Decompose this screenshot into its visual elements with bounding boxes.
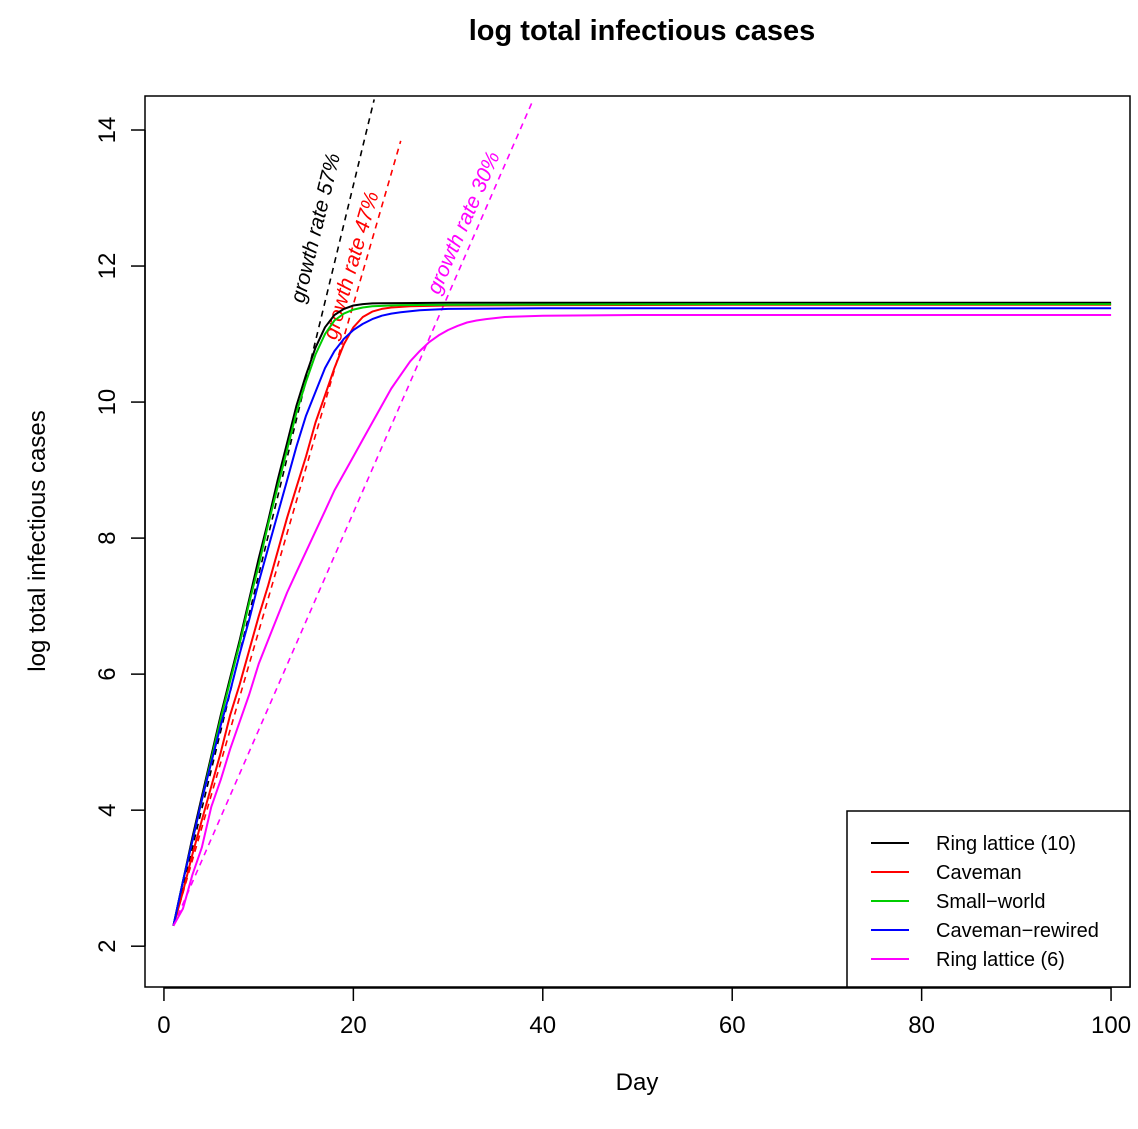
reference-line: [172, 140, 402, 927]
series-lines: [172, 301, 1112, 927]
x-tick-label: 0: [157, 1012, 170, 1039]
y-tick-label: 8: [94, 531, 121, 544]
y-tick-label: 2: [94, 940, 121, 953]
x-axis: 0 20 40 60 80 100: [157, 987, 1131, 1039]
y-tick-label: 4: [94, 803, 121, 816]
reference-line: [172, 99, 375, 926]
series-line: [172, 314, 1112, 927]
legend-label: Caveman−rewired: [936, 920, 1099, 942]
x-tick-label: 80: [908, 1012, 935, 1039]
y-tick-label: 10: [94, 389, 121, 416]
x-tick-label: 40: [529, 1012, 556, 1039]
y-axis: 2 4 6 8 10 12 14: [94, 117, 146, 953]
legend-label: Caveman: [936, 862, 1022, 884]
x-tick-label: 60: [719, 1012, 746, 1039]
x-tick-label: 20: [340, 1012, 367, 1039]
reference-lines: growth rate 57%growth rate 47% growth rat…: [172, 99, 535, 927]
reference-line: [172, 99, 535, 927]
chart-title: log total infectious cases: [469, 15, 815, 47]
legend-label: Small−world: [936, 891, 1045, 913]
y-tick-label: 12: [94, 253, 121, 280]
series-line: [172, 303, 1112, 927]
series-line: [172, 307, 1112, 927]
series-line: [172, 303, 1112, 927]
y-tick-label: 14: [94, 117, 121, 144]
legend-label: Ring lattice (6): [936, 949, 1065, 971]
legend: Ring lattice (10) Caveman Small−world Cavem…: [846, 810, 1131, 988]
x-tick-label: 100: [1091, 1012, 1131, 1039]
growth-rate-annotation: growth rate 30%: [423, 148, 505, 297]
y-tick-label: 6: [94, 667, 121, 680]
legend-box: [846, 810, 1131, 988]
y-axis-label: log total infectious cases: [24, 410, 51, 671]
x-axis-label: Day: [616, 1069, 659, 1096]
legend-label: Ring lattice (10): [936, 833, 1076, 855]
